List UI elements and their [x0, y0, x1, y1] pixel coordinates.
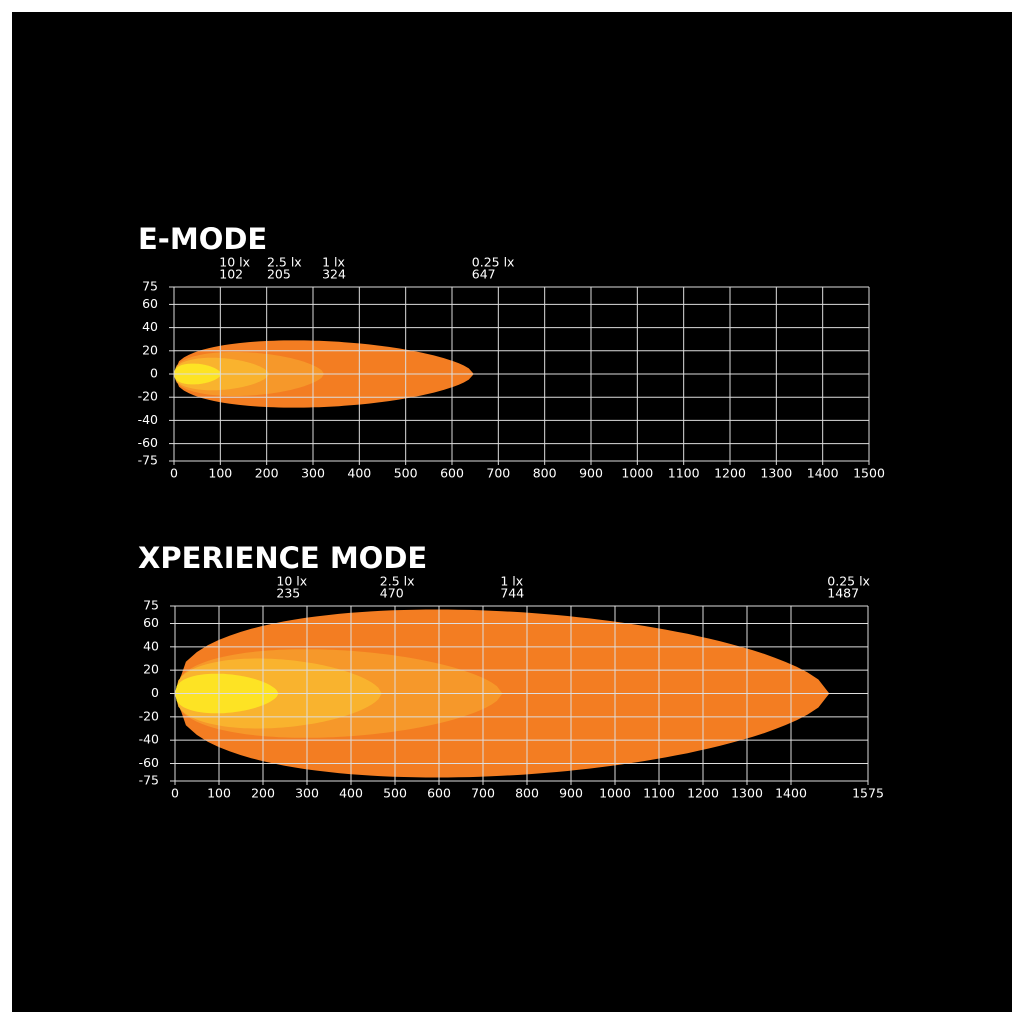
y-tick-label: 60 — [143, 615, 159, 630]
x-tick-label: 1400 — [807, 466, 839, 481]
x-tick-label: 400 — [339, 786, 363, 801]
y-tick-label: -60 — [139, 755, 159, 770]
y-tick-label: 0 — [151, 685, 159, 700]
x-tick-label: 500 — [383, 786, 407, 801]
y-tick-label: 20 — [142, 342, 158, 357]
x-tick-label: 700 — [486, 466, 510, 481]
lux-label: 2.5 lx — [267, 255, 302, 270]
y-tick-label: 75 — [143, 598, 159, 613]
y-tick-label: -20 — [139, 708, 159, 723]
x-tick-label: 200 — [255, 466, 279, 481]
y-tick-label: 40 — [143, 638, 159, 653]
y-tick-label: -40 — [138, 412, 158, 427]
x-tick-label: 1300 — [760, 466, 792, 481]
y-tick-label: 75 — [142, 279, 158, 294]
distance-label: 235 — [276, 586, 300, 601]
lux-label: 1 lx — [322, 255, 345, 270]
y-tick-label: -60 — [138, 435, 158, 450]
x-tick-label: 1575 — [852, 786, 884, 801]
y-tick-label: -40 — [139, 732, 159, 747]
chart-title: XPERIENCE MODE — [138, 541, 427, 575]
distance-label: 324 — [322, 267, 346, 282]
x-tick-label: 1400 — [775, 786, 807, 801]
x-tick-label: 700 — [471, 786, 495, 801]
lux-label: 2.5 lx — [380, 574, 415, 589]
x-tick-label: 0 — [170, 466, 178, 481]
lux-label: 10 lx — [276, 574, 307, 589]
x-tick-label: 400 — [347, 466, 371, 481]
x-tick-label: 900 — [579, 466, 603, 481]
x-tick-label: 1000 — [621, 466, 653, 481]
y-tick-label: -20 — [138, 389, 158, 404]
chart-title: E-MODE — [138, 222, 267, 256]
x-tick-label: 1100 — [668, 466, 700, 481]
x-tick-label: 100 — [208, 466, 232, 481]
x-tick-label: 0 — [171, 786, 179, 801]
x-tick-label: 800 — [515, 786, 539, 801]
y-tick-label: 60 — [142, 296, 158, 311]
y-tick-label: -75 — [139, 773, 159, 788]
distance-label: 102 — [219, 267, 243, 282]
lux-label: 0.25 lx — [827, 574, 870, 589]
x-tick-label: 500 — [394, 466, 418, 481]
x-tick-label: 1100 — [643, 786, 675, 801]
x-tick-label: 800 — [533, 466, 557, 481]
x-tick-label: 600 — [427, 786, 451, 801]
lux-label: 0.25 lx — [472, 255, 515, 270]
y-tick-label: 20 — [143, 662, 159, 677]
distance-label: 470 — [380, 586, 404, 601]
y-tick-label: 0 — [150, 366, 158, 381]
y-tick-label: 40 — [142, 319, 158, 334]
y-tick-label: -75 — [138, 453, 158, 468]
x-tick-label: 1200 — [714, 466, 746, 481]
distance-label: 1487 — [827, 586, 859, 601]
x-tick-label: 1500 — [853, 466, 885, 481]
background — [12, 12, 1012, 1012]
x-tick-label: 200 — [251, 786, 275, 801]
lux-label: 10 lx — [219, 255, 250, 270]
x-tick-label: 300 — [301, 466, 325, 481]
x-tick-label: 300 — [295, 786, 319, 801]
x-tick-label: 1200 — [687, 786, 719, 801]
x-tick-label: 600 — [440, 466, 464, 481]
distance-label: 744 — [500, 586, 524, 601]
lux-label: 1 lx — [500, 574, 523, 589]
x-tick-label: 100 — [207, 786, 231, 801]
distance-label: 647 — [472, 267, 496, 282]
distance-label: 205 — [267, 267, 291, 282]
x-tick-label: 900 — [559, 786, 583, 801]
x-tick-label: 1300 — [731, 786, 763, 801]
x-tick-label: 1000 — [599, 786, 631, 801]
